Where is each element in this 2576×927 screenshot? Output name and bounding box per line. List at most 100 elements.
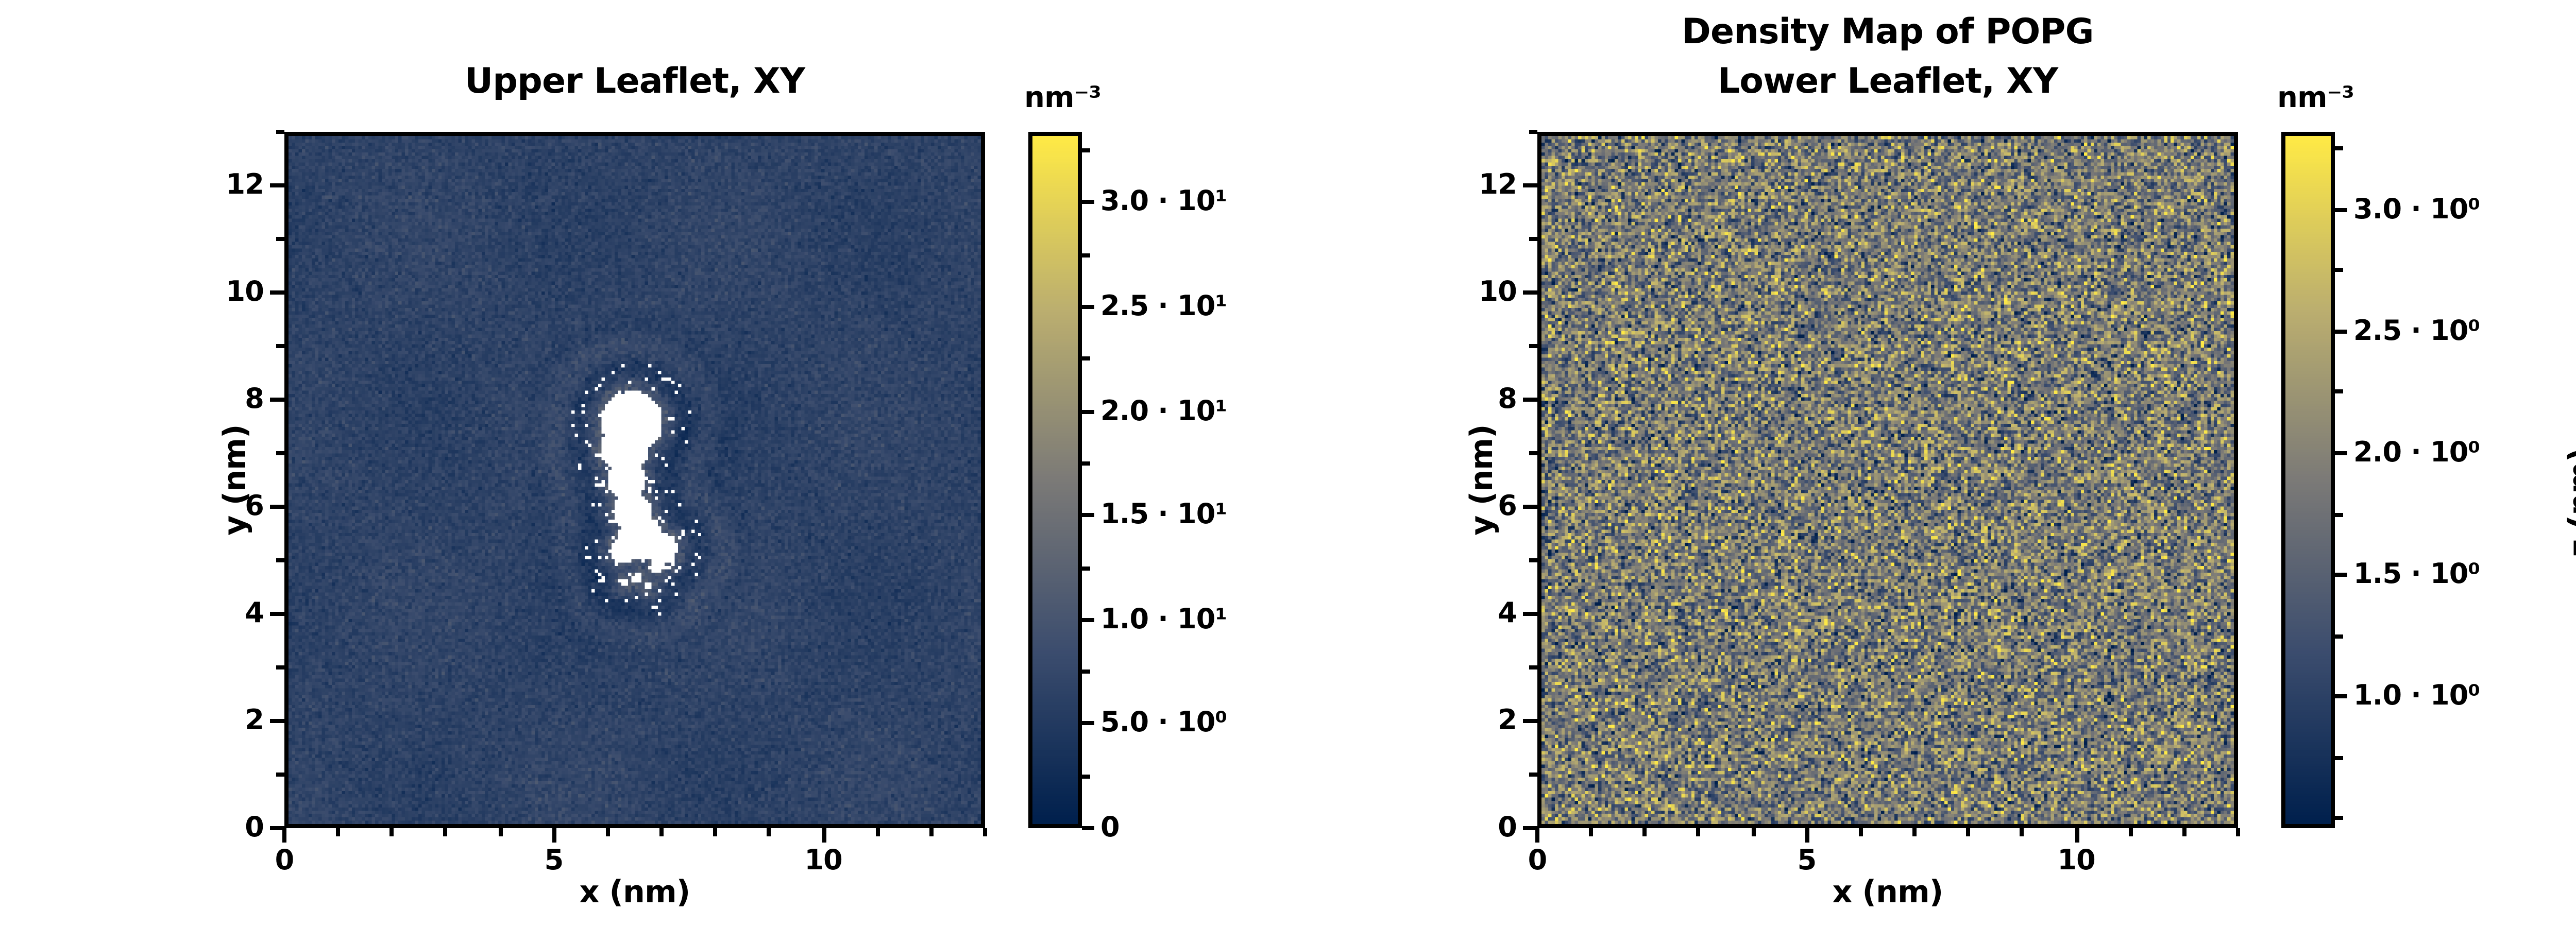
x-minor-tick xyxy=(713,828,718,836)
x-tick-label: 0 xyxy=(275,845,295,878)
y-tick xyxy=(270,612,284,616)
x-tick-label: 5 xyxy=(544,845,564,878)
panel0-title: Upper Leaflet, XY xyxy=(464,62,805,103)
panel1-title: Lower Leaflet, XY xyxy=(1717,62,2058,103)
x-minor-tick xyxy=(1589,828,1594,836)
y-tick xyxy=(270,398,284,402)
colorbar-tick-label: 0 xyxy=(1100,812,1120,845)
colorbar-tick-label: 2.0 · 10⁰ xyxy=(2353,437,2480,470)
y-minor-tick xyxy=(276,130,284,134)
y-minor-tick xyxy=(276,665,284,670)
y-tick-label: 0 xyxy=(1498,812,1517,845)
y-tick xyxy=(270,183,284,187)
panel0-colorbar xyxy=(1028,132,1082,828)
panel0-density-canvas xyxy=(289,136,981,824)
colorbar-tick xyxy=(2335,451,2347,455)
x-minor-tick xyxy=(929,828,934,836)
panel0-xlabel: x (nm) xyxy=(579,873,691,911)
colorbar-minor-tick xyxy=(1082,252,1090,257)
y-tick xyxy=(270,826,284,830)
colorbar-tick-label: 1.0 · 10¹ xyxy=(1100,603,1227,637)
y-tick-label: −4 xyxy=(2543,761,2576,794)
panel1-heatmap xyxy=(1537,132,2238,828)
x-minor-tick xyxy=(1751,828,1755,836)
colorbar-tick xyxy=(2335,573,2347,577)
colorbar-tick-label: 3.0 · 10⁰ xyxy=(2353,193,2480,227)
x-tick xyxy=(821,828,826,843)
x-minor-tick xyxy=(1858,828,1863,836)
y-tick-label: 0 xyxy=(245,812,264,845)
y-minor-tick xyxy=(276,558,284,562)
y-tick-label: 8 xyxy=(1498,383,1517,416)
x-minor-tick xyxy=(390,828,395,836)
y-tick xyxy=(1523,183,1537,187)
y-minor-tick xyxy=(276,772,284,777)
colorbar-tick xyxy=(2335,329,2347,334)
y-minor-tick xyxy=(276,237,284,241)
panel1-density-canvas xyxy=(1541,136,2234,824)
x-tick-label: 5 xyxy=(1797,845,1817,878)
colorbar-tick xyxy=(1082,200,1094,205)
colorbar-tick xyxy=(1082,305,1094,309)
panel1-colorbar-label: nm⁻³ xyxy=(2277,82,2354,115)
y-tick-label: 0 xyxy=(2543,487,2576,520)
y-tick-label: 4 xyxy=(2543,214,2576,247)
x-minor-tick xyxy=(875,828,879,836)
colorbar-minor-tick xyxy=(2335,755,2343,760)
colorbar-tick xyxy=(2335,694,2347,699)
y-tick xyxy=(270,290,284,295)
x-minor-tick xyxy=(659,828,664,836)
colorbar-tick-label: 5.0 · 10⁰ xyxy=(1100,707,1227,741)
figure-suptitle: Density Map of POPG xyxy=(1682,12,2094,54)
y-tick-label: 12 xyxy=(226,169,264,202)
colorbar-minor-tick xyxy=(2335,268,2343,273)
y-tick xyxy=(1523,290,1537,295)
y-tick xyxy=(270,505,284,509)
x-minor-tick xyxy=(1912,828,1917,836)
colorbar-minor-tick xyxy=(1082,565,1090,570)
x-minor-tick xyxy=(1643,828,1648,836)
colorbar-tick xyxy=(2335,208,2347,212)
y-tick-label: 6 xyxy=(1498,490,1517,523)
y-tick-label: 2 xyxy=(245,705,264,737)
panel0-colorbar-canvas xyxy=(1032,136,1078,824)
y-tick-label: 2 xyxy=(2543,350,2576,383)
panel1-xlabel: x (nm) xyxy=(1832,873,1944,911)
colorbar-minor-tick xyxy=(2335,147,2343,151)
y-tick xyxy=(1523,826,1537,830)
x-tick xyxy=(1535,828,1539,843)
x-minor-tick xyxy=(444,828,448,836)
x-tick-label: 0 xyxy=(1528,845,1548,878)
x-tick xyxy=(552,828,556,843)
y-tick-label: 10 xyxy=(1479,276,1517,309)
x-tick-label: 10 xyxy=(804,845,842,878)
y-tick xyxy=(1523,398,1537,402)
x-minor-tick xyxy=(498,828,502,836)
colorbar-minor-tick xyxy=(1082,774,1090,778)
x-tick xyxy=(2074,828,2079,843)
colorbar-minor-tick xyxy=(2335,512,2343,517)
y-tick xyxy=(1523,505,1537,509)
colorbar-tick xyxy=(1082,826,1094,830)
y-minor-tick xyxy=(1529,344,1537,348)
colorbar-tick xyxy=(1082,617,1094,622)
x-minor-tick xyxy=(1966,828,1971,836)
y-minor-tick xyxy=(1529,772,1537,777)
colorbar-tick xyxy=(1082,409,1094,414)
colorbar-tick-label: 3.0 · 10¹ xyxy=(1100,186,1227,219)
x-minor-tick xyxy=(605,828,610,836)
y-tick-label: 2 xyxy=(1498,705,1517,737)
y-tick-label: 4 xyxy=(245,597,264,630)
panel0-heatmap xyxy=(284,132,985,828)
x-minor-tick xyxy=(2128,828,2132,836)
x-tick xyxy=(282,828,286,843)
colorbar-tick xyxy=(1082,513,1094,518)
y-minor-tick xyxy=(1529,665,1537,670)
y-minor-tick xyxy=(276,344,284,348)
y-tick-label: 6 xyxy=(245,490,264,523)
y-tick xyxy=(1523,719,1537,723)
y-tick-label: −2 xyxy=(2543,624,2576,657)
colorbar-tick xyxy=(1082,722,1094,726)
y-minor-tick xyxy=(1529,130,1537,134)
panel0-colorbar-label: nm⁻³ xyxy=(1024,82,1101,115)
